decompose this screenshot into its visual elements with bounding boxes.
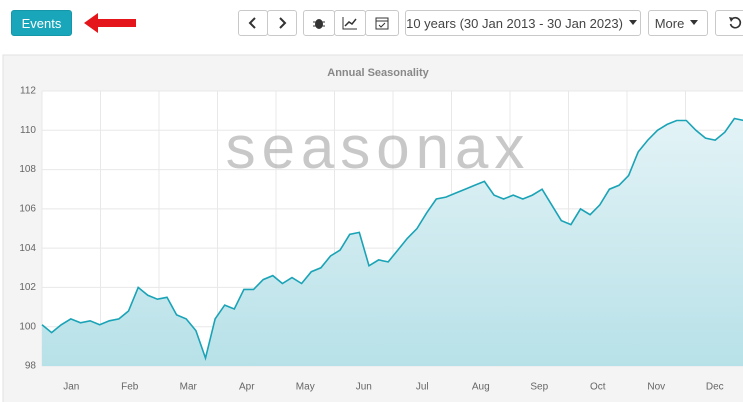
line <box>41 117 743 361</box>
y-tick-label: 98 <box>25 361 37 372</box>
x-tick-label: Feb <box>121 382 139 393</box>
prev-button[interactable] <box>238 10 268 36</box>
x-tick-label: Dec <box>706 382 724 393</box>
calendar-button[interactable] <box>365 10 399 36</box>
plot-area <box>42 91 743 366</box>
more-dropdown[interactable]: More <box>648 10 708 36</box>
x-tick-label: Aug <box>472 382 490 393</box>
x-tick-label: Jul <box>416 382 429 393</box>
x-tick-label: Jun <box>356 382 372 393</box>
y-tick-label: 110 <box>20 125 36 136</box>
range-label: 10 years (30 Jan 2013 - 30 Jan 2023) <box>406 15 623 31</box>
y-tick-label: 104 <box>19 243 36 254</box>
x-tick-label: Apr <box>239 382 255 393</box>
chart-button[interactable] <box>334 10 366 36</box>
x-tick-label: May <box>296 382 315 393</box>
chart-title: Annual Seasonality <box>327 67 429 79</box>
reset-button[interactable] <box>715 10 743 36</box>
y-tick-label: 106 <box>19 203 36 214</box>
events-button[interactable]: Events <box>11 10 72 36</box>
x-tick-label: Jan <box>63 382 79 393</box>
x-tick-label: Sep <box>530 382 548 393</box>
x-tick-label: Nov <box>647 382 665 393</box>
x-tick-label: Oct <box>590 382 606 393</box>
watermark: seasonax <box>226 114 531 181</box>
red-arrow <box>84 13 136 33</box>
y-tick-label: 100 <box>19 321 36 332</box>
y-tick-label: 112 <box>20 86 36 97</box>
y-tick-label: 108 <box>19 164 36 175</box>
more-label: More <box>654 15 685 31</box>
bug-button[interactable] <box>303 10 335 36</box>
chart-panel <box>2 54 743 402</box>
next-button[interactable] <box>267 10 297 36</box>
range-dropdown[interactable]: 10 years (30 Jan 2013 - 30 Jan 2023) <box>405 10 641 36</box>
x-tick-label: Mar <box>180 382 198 393</box>
area <box>42 118 743 366</box>
y-tick-label: 102 <box>19 282 36 293</box>
